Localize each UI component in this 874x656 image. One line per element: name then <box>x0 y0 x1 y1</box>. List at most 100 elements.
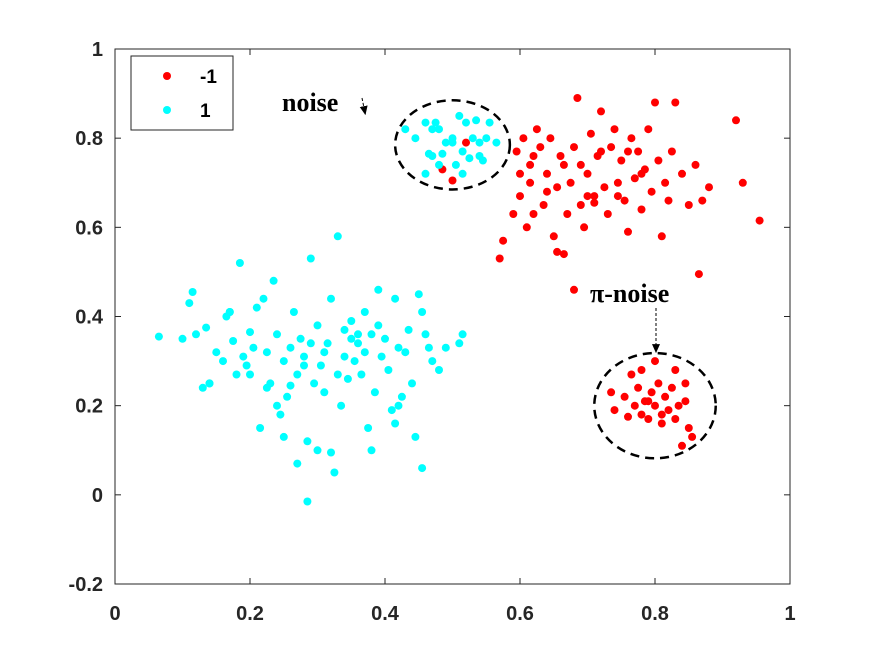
point-neg1 <box>559 160 568 169</box>
point-pos1 <box>185 299 194 308</box>
point-pos1 <box>279 357 288 366</box>
point-pos1 <box>367 330 376 339</box>
point-neg1 <box>651 98 659 107</box>
point-neg1 <box>576 201 585 209</box>
point-pos1 <box>360 308 369 316</box>
point-neg1 <box>681 379 690 388</box>
point-neg1 <box>512 147 521 156</box>
annotations: noise π-noise <box>282 88 717 460</box>
point-pos1 <box>296 334 305 343</box>
point-neg1 <box>448 176 457 185</box>
point-neg1 <box>678 441 686 450</box>
point-neg1 <box>630 174 639 183</box>
point-pos1 <box>418 308 427 316</box>
point-neg1 <box>661 392 670 401</box>
point-pos1 <box>408 379 416 388</box>
point-neg1 <box>570 143 578 152</box>
legend-label-neg1: -1 <box>200 67 217 88</box>
point-pos1 <box>391 294 400 303</box>
point-neg1 <box>634 147 643 156</box>
point-pos1 <box>330 468 339 477</box>
point-pos1 <box>438 149 447 158</box>
point-neg1 <box>644 415 653 423</box>
noise-ellipse <box>393 99 512 191</box>
point-neg1 <box>509 210 518 218</box>
point-neg1 <box>651 357 659 366</box>
point-neg1 <box>556 152 565 160</box>
point-pos1 <box>411 432 420 441</box>
x-tick-label: 0.8 <box>641 603 669 625</box>
point-pos1 <box>313 321 322 330</box>
point-neg1 <box>516 192 524 201</box>
point-neg1 <box>543 187 551 196</box>
point-pos1 <box>205 379 214 388</box>
point-pos1 <box>387 406 396 415</box>
point-pos1 <box>303 437 312 446</box>
point-pos1 <box>212 348 221 357</box>
legend-marker-neg1 <box>163 72 171 80</box>
point-neg1 <box>543 169 551 178</box>
point-pos1 <box>428 357 437 366</box>
point-pos1 <box>306 339 315 348</box>
point-pos1 <box>276 410 285 419</box>
point-pos1 <box>198 383 207 392</box>
x-tick-label: 1 <box>784 603 795 625</box>
point-pos1 <box>364 424 373 432</box>
point-neg1 <box>755 216 764 225</box>
point-neg1 <box>637 410 646 419</box>
point-neg1 <box>661 178 670 187</box>
point-pos1 <box>462 118 470 127</box>
point-neg1 <box>613 178 622 187</box>
point-pos1 <box>458 147 467 156</box>
point-neg1 <box>519 134 528 143</box>
point-neg1 <box>634 383 643 392</box>
legend-marker-pos1 <box>163 106 171 114</box>
point-neg1 <box>651 401 659 410</box>
point-pos1 <box>188 288 197 296</box>
point-neg1 <box>681 397 690 406</box>
point-neg1 <box>644 125 653 134</box>
point-pos1 <box>468 134 477 143</box>
point-pos1 <box>448 138 457 147</box>
noise-label: noise <box>282 88 338 117</box>
point-neg1 <box>671 415 680 423</box>
point-pos1 <box>259 294 268 303</box>
point-neg1 <box>694 270 703 279</box>
point-pos1 <box>283 392 292 401</box>
point-neg1 <box>664 406 673 415</box>
point-pos1 <box>455 339 464 348</box>
point-neg1 <box>624 147 632 156</box>
x-tick-label: 0.4 <box>371 603 400 625</box>
point-neg1 <box>657 419 666 428</box>
point-pos1 <box>404 325 413 334</box>
point-neg1 <box>684 424 693 432</box>
point-neg1 <box>580 223 589 232</box>
point-neg1 <box>597 147 605 156</box>
point-neg1 <box>644 397 653 406</box>
point-pos1 <box>424 343 433 352</box>
point-pos1 <box>492 138 501 147</box>
y-tick-label: 0 <box>92 485 103 507</box>
point-pos1 <box>306 254 315 263</box>
point-pos1 <box>418 464 427 473</box>
point-pos1 <box>202 323 211 332</box>
point-neg1 <box>583 192 592 201</box>
point-pos1 <box>347 317 356 325</box>
point-pos1 <box>381 334 389 343</box>
point-pos1 <box>235 259 244 267</box>
point-neg1 <box>705 183 713 192</box>
pi-noise-label: π-noise <box>590 279 669 308</box>
point-pos1 <box>229 337 238 345</box>
point-neg1 <box>620 392 629 401</box>
point-pos1 <box>411 134 420 143</box>
y-tick-label: 0.2 <box>75 396 103 418</box>
point-pos1 <box>354 330 362 339</box>
point-neg1 <box>613 192 622 201</box>
point-pos1 <box>262 383 271 392</box>
point-pos1 <box>428 152 437 160</box>
point-neg1 <box>573 94 582 102</box>
y-axis: -0.2 0 0.2 0.4 0.6 0.8 1 <box>69 39 790 596</box>
point-neg1 <box>627 370 636 379</box>
pi-noise-ellipse <box>593 351 717 460</box>
point-pos1 <box>431 118 440 127</box>
